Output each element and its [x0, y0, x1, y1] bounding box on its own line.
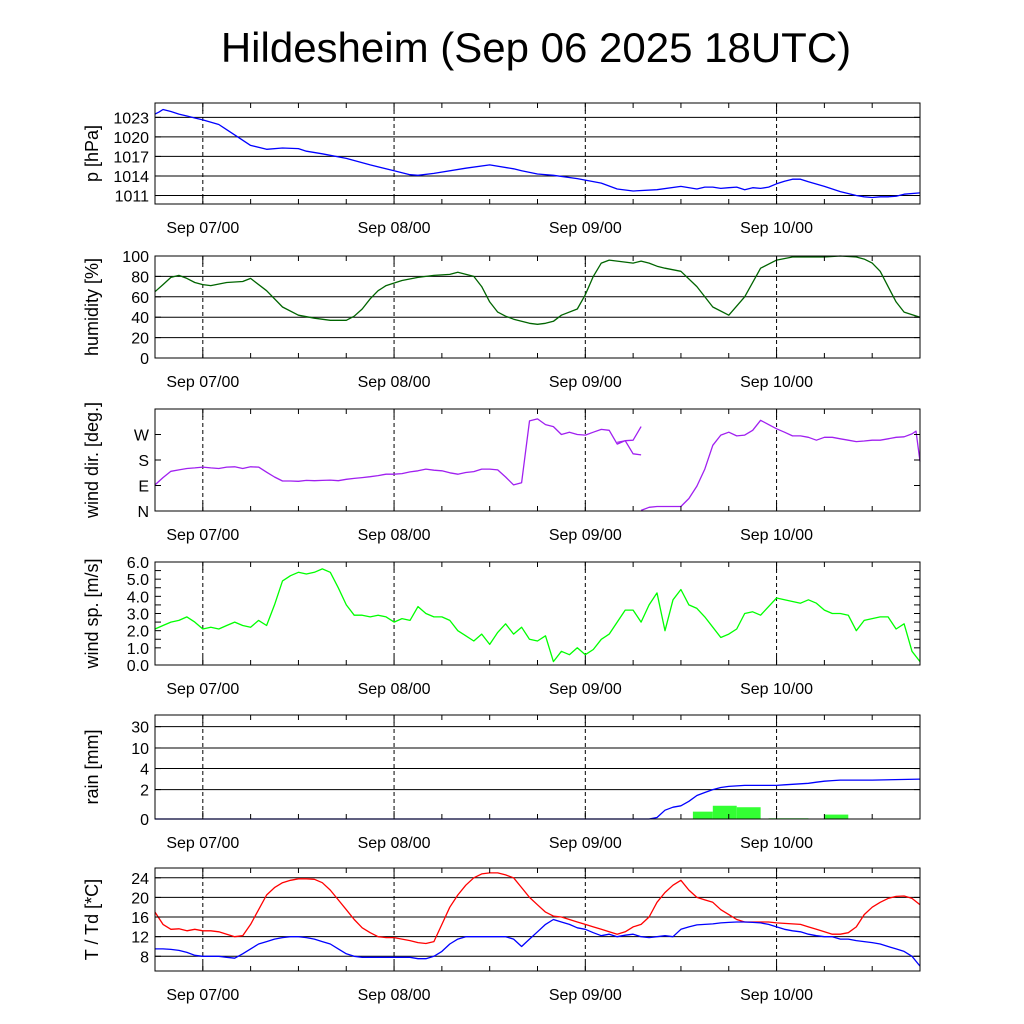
- y-tick-label: N: [137, 504, 149, 521]
- series-line-1: [617, 426, 642, 444]
- y-axis-label: rain [mm]: [82, 729, 102, 804]
- panel-2: 0 20 40 60 80 100 Sep 07/00 Sep 08/00 Sep 09/00 S…: [82, 249, 921, 391]
- series-line-1: [154, 108, 921, 199]
- x-tick-label: Sep 07/00: [166, 220, 239, 237]
- x-tick-label: Sep 09/00: [549, 681, 622, 698]
- x-tick-label: Sep 08/00: [358, 220, 431, 237]
- panel-4: 0.01.02.03.04.05.06.0 Sep 07/00 Sep 08/00 S…: [82, 555, 921, 698]
- x-tick-label: Sep 07/00: [166, 681, 239, 698]
- y-tick-label: 40: [131, 310, 149, 327]
- y-tick-label: 2.0: [127, 624, 149, 641]
- x-tick-label: Sep 08/00: [358, 681, 431, 698]
- x-tick-label: Sep 10/00: [740, 527, 813, 544]
- x-tick-label: Sep 07/00: [166, 987, 239, 1004]
- x-tick-label: Sep 10/00: [740, 220, 813, 237]
- y-tick-label: 100: [122, 249, 149, 266]
- series-line-1: [154, 255, 921, 325]
- y-tick-label: W: [134, 428, 150, 445]
- panel-6: 8 12 16 20 24 Sep 07/00 Sep 08/00 Sep 09/00 Sep …: [82, 867, 921, 1004]
- y-tick-label: 0: [140, 351, 149, 368]
- panel-5: 0 2 4 10 30 Sep 07/00 Sep 08/00 Sep 09/00 Sep 10…: [82, 714, 921, 852]
- y-tick-label: 30: [131, 720, 149, 737]
- x-tick-label: Sep 08/00: [358, 835, 431, 852]
- y-tick-label: 24: [131, 871, 149, 888]
- y-tick-label: 0: [140, 812, 149, 829]
- y-tick-label: 4.0: [127, 589, 149, 606]
- plot-frame: [154, 255, 921, 359]
- x-tick-label: Sep 08/00: [358, 374, 431, 391]
- y-tick-label: 60: [131, 290, 149, 307]
- y-tick-label: 1017: [113, 149, 149, 166]
- y-axis-label: T / Td [*C]: [82, 879, 102, 960]
- series-line-1: [155, 778, 921, 820]
- y-tick-label: 1020: [113, 130, 149, 147]
- y-tick-label: 8: [140, 949, 149, 966]
- x-tick-label: Sep 09/00: [549, 527, 622, 544]
- y-tick-label: 1011: [115, 189, 150, 206]
- panel-1: 1011 1014 1017 1020 1023 Sep 07/00 Sep 08/00 Se…: [82, 102, 921, 237]
- y-tick-label: 6.0: [127, 555, 149, 572]
- rain-bar: [824, 814, 849, 819]
- plot-frame: [154, 867, 921, 972]
- y-axis-label: wind dir. [deg.]: [82, 402, 102, 519]
- y-tick-label: 0.0: [127, 658, 149, 675]
- x-tick-label: Sep 09/00: [549, 835, 622, 852]
- y-tick-label: 1014: [113, 169, 149, 186]
- y-tick-label: 2: [140, 783, 149, 800]
- x-tick-label: Sep 07/00: [166, 835, 239, 852]
- y-tick-label: 5.0: [127, 572, 149, 589]
- series-line-2: [155, 918, 921, 967]
- y-tick-label: 10: [131, 741, 149, 758]
- y-tick-label: 1023: [113, 110, 149, 127]
- x-tick-label: Sep 07/00: [166, 374, 239, 391]
- y-tick-label: S: [138, 453, 149, 470]
- plot-frame: [154, 561, 921, 666]
- y-axis-label: humidity [%]: [82, 258, 102, 356]
- plot-frame: [154, 714, 921, 820]
- series-line-1: [154, 418, 642, 486]
- y-tick-label: 16: [131, 910, 149, 927]
- y-tick-label: 20: [131, 331, 149, 348]
- y-tick-label: 3.0: [127, 607, 149, 624]
- y-axis-label: p [hPa]: [82, 125, 102, 182]
- x-tick-label: Sep 10/00: [740, 987, 813, 1004]
- x-tick-label: Sep 10/00: [740, 835, 813, 852]
- x-tick-label: Sep 10/00: [740, 374, 813, 391]
- rain-bar: [692, 811, 713, 819]
- y-tick-label: 80: [131, 269, 149, 286]
- x-tick-label: Sep 09/00: [549, 987, 622, 1004]
- y-tick-label: 1.0: [127, 641, 149, 658]
- x-tick-label: Sep 09/00: [549, 220, 622, 237]
- series-line-1: [154, 872, 921, 945]
- x-tick-label: Sep 08/00: [358, 527, 431, 544]
- series-line-1: [640, 419, 921, 512]
- y-tick-label: 20: [131, 890, 149, 907]
- rain-bar: [712, 805, 737, 819]
- plot-frame: [154, 408, 921, 512]
- series-line-1: [154, 568, 921, 663]
- x-tick-label: Sep 08/00: [358, 987, 431, 1004]
- plot-frame: [154, 102, 921, 205]
- x-tick-label: Sep 10/00: [740, 681, 813, 698]
- x-tick-label: Sep 07/00: [166, 527, 239, 544]
- chart-title: Hildesheim (Sep 06 2025 18UTC): [220, 24, 852, 71]
- y-axis-label: wind sp. [m/s]: [82, 558, 102, 669]
- y-tick-label: 12: [131, 930, 149, 947]
- y-tick-label: 4: [140, 762, 149, 779]
- x-tick-label: Sep 09/00: [549, 374, 622, 391]
- rain-bar: [736, 807, 761, 819]
- y-tick-label: E: [138, 479, 149, 496]
